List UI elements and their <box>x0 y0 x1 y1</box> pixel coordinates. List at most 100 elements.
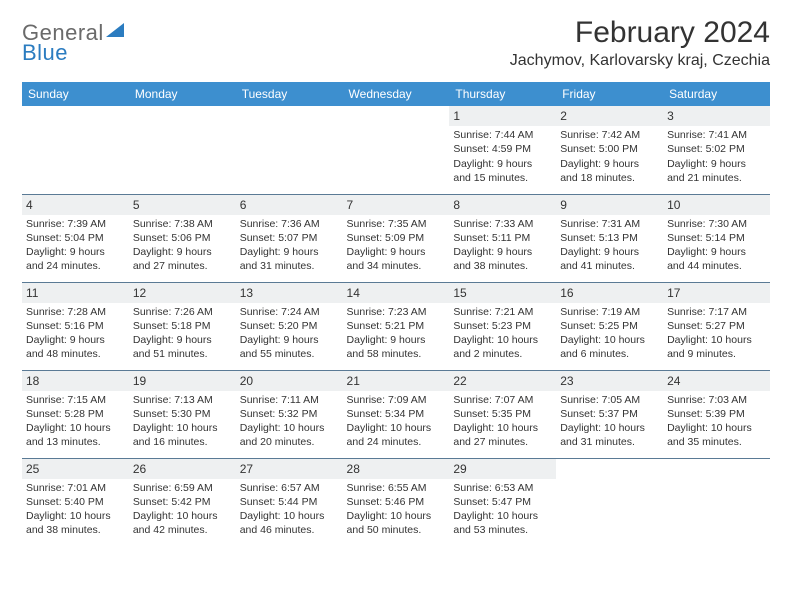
calendar-day-cell: 5Sunrise: 7:38 AMSunset: 5:06 PMDaylight… <box>129 194 236 282</box>
calendar-day-cell: 19Sunrise: 7:13 AMSunset: 5:30 PMDayligh… <box>129 370 236 458</box>
daylight-text: Daylight: 9 hours and 41 minutes. <box>560 245 659 273</box>
sunset-text: Sunset: 5:40 PM <box>26 495 125 509</box>
sunset-text: Sunset: 5:16 PM <box>26 319 125 333</box>
calendar-day-cell: 26Sunrise: 6:59 AMSunset: 5:42 PMDayligh… <box>129 458 236 546</box>
daylight-text: Daylight: 9 hours and 24 minutes. <box>26 245 125 273</box>
sunset-text: Sunset: 5:47 PM <box>453 495 552 509</box>
sunrise-text: Sunrise: 7:11 AM <box>240 393 339 407</box>
day-number: 25 <box>22 459 129 479</box>
logo-text-block: General Blue <box>22 20 124 66</box>
calendar-empty-cell <box>343 106 450 194</box>
day-number: 17 <box>663 283 770 303</box>
daylight-text: Daylight: 10 hours and 9 minutes. <box>667 333 766 361</box>
daylight-text: Daylight: 9 hours and 44 minutes. <box>667 245 766 273</box>
calendar-empty-cell <box>236 106 343 194</box>
daylight-text: Daylight: 9 hours and 51 minutes. <box>133 333 232 361</box>
calendar-day-cell: 9Sunrise: 7:31 AMSunset: 5:13 PMDaylight… <box>556 194 663 282</box>
day-number: 9 <box>556 195 663 215</box>
calendar-empty-cell <box>663 458 770 546</box>
sunrise-text: Sunrise: 7:38 AM <box>133 217 232 231</box>
calendar-day-cell: 27Sunrise: 6:57 AMSunset: 5:44 PMDayligh… <box>236 458 343 546</box>
calendar-day-cell: 17Sunrise: 7:17 AMSunset: 5:27 PMDayligh… <box>663 282 770 370</box>
sunrise-text: Sunrise: 7:03 AM <box>667 393 766 407</box>
calendar-body: 1Sunrise: 7:44 AMSunset: 4:59 PMDaylight… <box>22 106 770 546</box>
sunset-text: Sunset: 5:37 PM <box>560 407 659 421</box>
daylight-text: Daylight: 9 hours and 27 minutes. <box>133 245 232 273</box>
day-number: 18 <box>22 371 129 391</box>
calendar-day-cell: 14Sunrise: 7:23 AMSunset: 5:21 PMDayligh… <box>343 282 450 370</box>
calendar-day-cell: 3Sunrise: 7:41 AMSunset: 5:02 PMDaylight… <box>663 106 770 194</box>
sunrise-text: Sunrise: 6:55 AM <box>347 481 446 495</box>
day-header-sun: Sunday <box>22 82 129 106</box>
day-number: 16 <box>556 283 663 303</box>
sunset-text: Sunset: 5:07 PM <box>240 231 339 245</box>
day-number: 12 <box>129 283 236 303</box>
day-header-wed: Wednesday <box>343 82 450 106</box>
sunrise-text: Sunrise: 7:33 AM <box>453 217 552 231</box>
daylight-text: Daylight: 10 hours and 6 minutes. <box>560 333 659 361</box>
day-number: 8 <box>449 195 556 215</box>
day-number: 20 <box>236 371 343 391</box>
day-number: 7 <box>343 195 450 215</box>
sunset-text: Sunset: 5:44 PM <box>240 495 339 509</box>
sunrise-text: Sunrise: 6:57 AM <box>240 481 339 495</box>
daylight-text: Daylight: 10 hours and 27 minutes. <box>453 421 552 449</box>
sunrise-text: Sunrise: 7:44 AM <box>453 128 552 142</box>
sunset-text: Sunset: 5:21 PM <box>347 319 446 333</box>
sunset-text: Sunset: 5:32 PM <box>240 407 339 421</box>
sunset-text: Sunset: 5:39 PM <box>667 407 766 421</box>
daylight-text: Daylight: 9 hours and 34 minutes. <box>347 245 446 273</box>
calendar-week-row: 11 Sunrise: 7:28 AMSunset: 5:16 PM Dayligh… <box>22 282 770 370</box>
calendar-week-row: 4Sunrise: 7:39 AMSunset: 5:04 PMDaylight… <box>22 194 770 282</box>
sunrise-text: Sunrise: 6:53 AM <box>453 481 552 495</box>
sunset-text: Sunset: 4:59 PM <box>453 142 552 156</box>
sunset-text: Sunset: 5:20 PM <box>240 319 339 333</box>
day-number: 15 <box>449 283 556 303</box>
sunset-text: Sunset: 5:00 PM <box>560 142 659 156</box>
sunset-text: Sunset: 5:46 PM <box>347 495 446 509</box>
day-number: 11 <box>22 283 129 303</box>
calendar-day-cell: 20Sunrise: 7:11 AMSunset: 5:32 PMDayligh… <box>236 370 343 458</box>
calendar-week-row: 18Sunrise: 7:15 AMSunset: 5:28 PMDayligh… <box>22 370 770 458</box>
sunrise-text: Sunrise: 6:59 AM <box>133 481 232 495</box>
calendar-day-cell: 8Sunrise: 7:33 AMSunset: 5:11 PMDaylight… <box>449 194 556 282</box>
sunrise-text: Sunrise: 7:36 AM <box>240 217 339 231</box>
sunrise-text: Sunrise: 7:35 AM <box>347 217 446 231</box>
day-number: 10 <box>663 195 770 215</box>
brand-logo: General Blue <box>22 16 124 66</box>
sunrise-text: Sunrise: 7:41 AM <box>667 128 766 142</box>
sunrise-text: Sunrise: 7:26 AM <box>133 305 232 319</box>
calendar-day-cell: 25Sunrise: 7:01 AMSunset: 5:40 PMDayligh… <box>22 458 129 546</box>
daylight-text: Daylight: 10 hours and 31 minutes. <box>560 421 659 449</box>
calendar-day-cell: 6Sunrise: 7:36 AMSunset: 5:07 PMDaylight… <box>236 194 343 282</box>
sunset-text: Sunset: 5:28 PM <box>26 407 125 421</box>
day-number: 3 <box>663 106 770 126</box>
day-number: 27 <box>236 459 343 479</box>
sunrise-text: Sunrise: 7:21 AM <box>453 305 552 319</box>
day-number: 23 <box>556 371 663 391</box>
sunrise-text: Sunrise: 7:30 AM <box>667 217 766 231</box>
day-number: 13 <box>236 283 343 303</box>
calendar-day-cell: 29Sunrise: 6:53 AMSunset: 5:47 PMDayligh… <box>449 458 556 546</box>
sunset-text: Sunset: 5:42 PM <box>133 495 232 509</box>
month-title: February 2024 <box>510 16 770 50</box>
sunset-text: Sunset: 5:02 PM <box>667 142 766 156</box>
sunset-text: Sunset: 5:34 PM <box>347 407 446 421</box>
day-number: 4 <box>22 195 129 215</box>
sunset-text: Sunset: 5:09 PM <box>347 231 446 245</box>
sunset-text: Sunset: 5:11 PM <box>453 231 552 245</box>
title-block: February 2024 Jachymov, Karlovarsky kraj… <box>510 16 770 70</box>
sunset-text: Sunset: 5:14 PM <box>667 231 766 245</box>
daylight-text: Daylight: 10 hours and 16 minutes. <box>133 421 232 449</box>
sunrise-text: Sunrise: 7:31 AM <box>560 217 659 231</box>
calendar-day-cell: 10 Sunrise: 7:30 AMSunset: 5:14 PMDayligh… <box>663 194 770 282</box>
sunrise-text: Sunrise: 7:28 AM <box>26 305 125 319</box>
daylight-text: Daylight: 10 hours and 13 minutes. <box>26 421 125 449</box>
sunrise-text: Sunrise: 7:07 AM <box>453 393 552 407</box>
sunrise-text: Sunrise: 7:05 AM <box>560 393 659 407</box>
brand-triangle-icon <box>106 23 124 37</box>
daylight-text: Daylight: 9 hours and 15 minutes. <box>453 157 552 185</box>
calendar-day-cell: 23 Sunrise: 7:05 AMSunset: 5:37 PMDayligh… <box>556 370 663 458</box>
day-number: 14 <box>343 283 450 303</box>
day-header-row: Sunday Monday Tuesday Wednesday Thursday… <box>22 82 770 106</box>
